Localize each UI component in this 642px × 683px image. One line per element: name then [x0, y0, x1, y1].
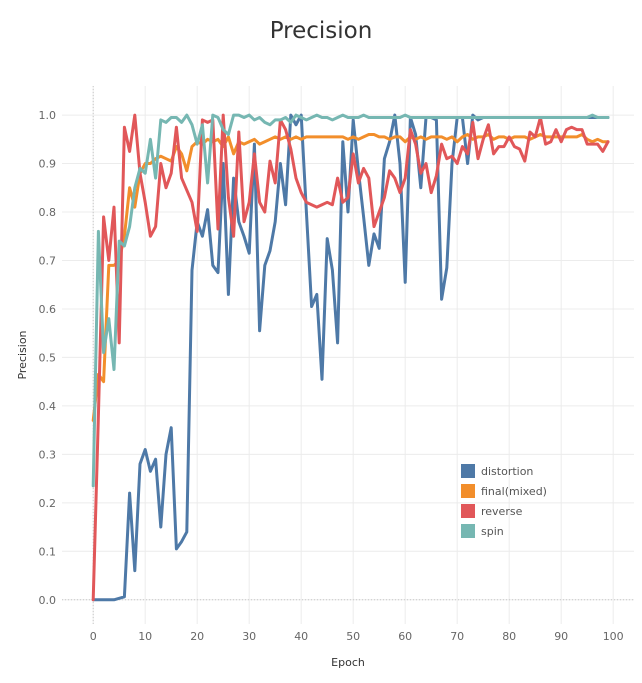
- legend: distortion final(mixed) reverse spin: [461, 464, 547, 538]
- y-tick-label: 0.3: [39, 448, 57, 461]
- y-tick-label: 0.7: [39, 254, 57, 267]
- y-axis-title: Precision: [16, 330, 29, 379]
- legend-swatch: [461, 504, 475, 518]
- legend-label: reverse: [481, 505, 523, 518]
- x-tick-label: 0: [90, 630, 97, 643]
- y-tick-label: 0.8: [39, 206, 57, 219]
- x-tick-label: 90: [554, 630, 568, 643]
- x-tick-label: 10: [138, 630, 152, 643]
- x-tick-label: 50: [346, 630, 360, 643]
- y-tick-label: 0.1: [39, 545, 57, 558]
- y-tick-label: 0.5: [39, 351, 57, 364]
- x-tick-label: 60: [398, 630, 412, 643]
- x-tick-label: 30: [242, 630, 256, 643]
- series-line-spin: [91, 113, 610, 488]
- x-tick-label: 40: [294, 630, 308, 643]
- x-tick-label: 20: [190, 630, 204, 643]
- y-tick-label: 0.0: [39, 594, 57, 607]
- axes: Epoch Precision 0.0 0.1 0.2 0.3 0.4 0.5 0.6 0.7…: [16, 109, 624, 669]
- legend-swatch: [461, 524, 475, 538]
- gridlines: [62, 86, 634, 624]
- series-line-reverse: [91, 113, 610, 602]
- legend-swatch: [461, 484, 475, 498]
- y-tick-label: 0.9: [39, 158, 57, 171]
- y-tick-label: 0.4: [39, 400, 57, 413]
- x-tick-label: 80: [502, 630, 516, 643]
- y-tick-label: 0.2: [39, 497, 57, 510]
- y-tick-label: 1.0: [39, 109, 57, 122]
- x-tick-label: 100: [603, 630, 624, 643]
- x-axis-title: Epoch: [331, 656, 365, 669]
- legend-label: final(mixed): [481, 485, 547, 498]
- x-tick-label: 70: [450, 630, 464, 643]
- series-lines: [91, 113, 610, 602]
- chart-title: Precision: [269, 18, 373, 44]
- legend-label: distortion: [481, 465, 533, 478]
- y-tick-label: 0.6: [39, 303, 57, 316]
- legend-swatch: [461, 464, 475, 478]
- legend-label: spin: [481, 525, 504, 538]
